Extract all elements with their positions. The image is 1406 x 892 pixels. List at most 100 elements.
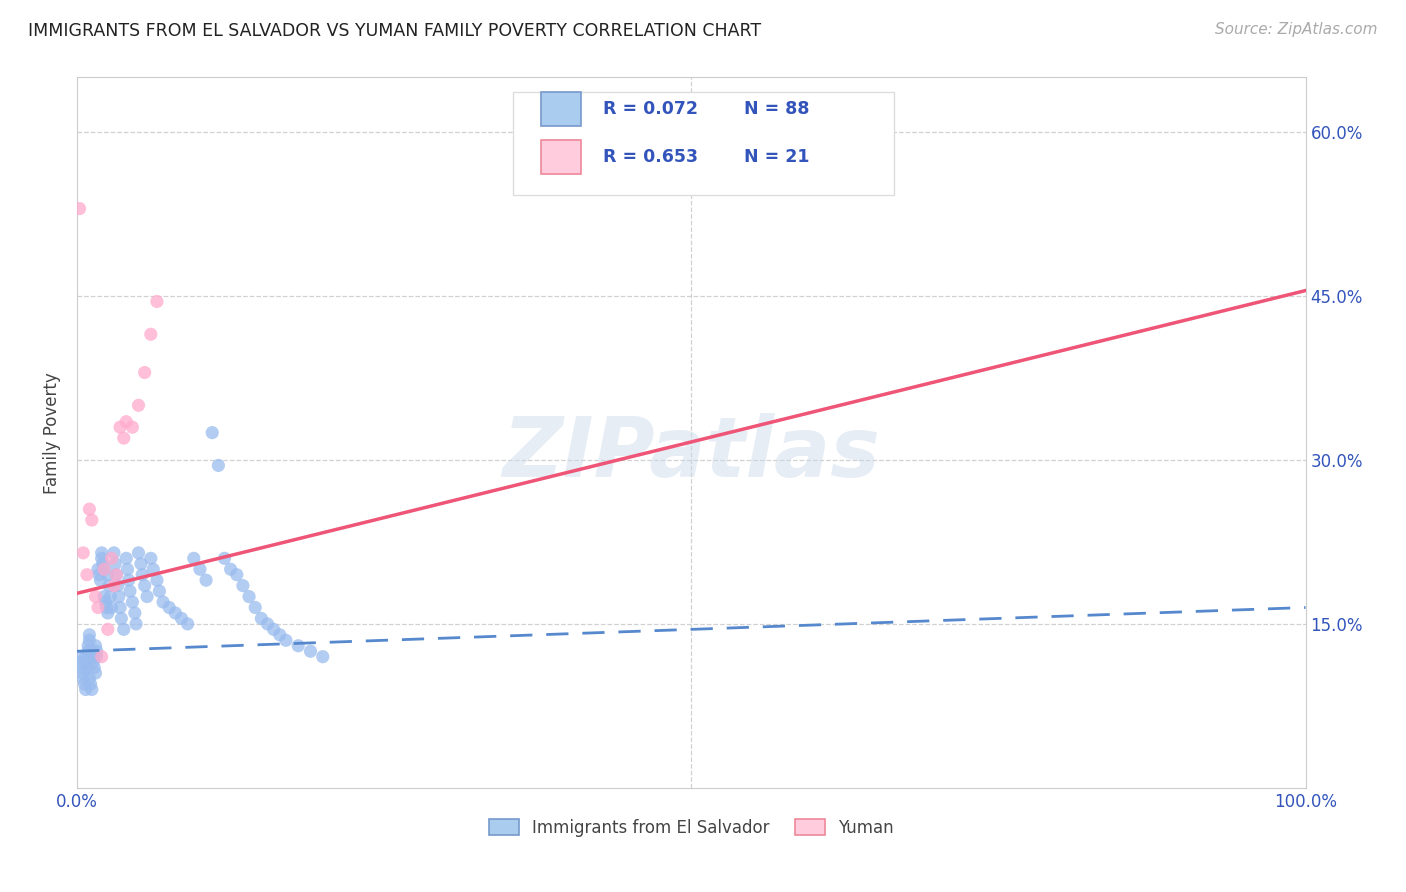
Text: N = 21: N = 21 [744, 148, 810, 166]
Point [91, 557, 114, 571]
Point [69, 655, 91, 669]
Text: R = 0.653: R = 0.653 [603, 148, 697, 166]
Point [118, 584, 141, 599]
Point [76, 655, 98, 669]
Point [80, 513, 103, 527]
Point [256, 616, 278, 631]
Point [183, 551, 205, 566]
Point [170, 611, 193, 625]
Point [72, 666, 94, 681]
Point [93, 590, 115, 604]
Point [112, 431, 135, 445]
Point [93, 562, 115, 576]
Point [139, 327, 162, 342]
Point [115, 551, 138, 566]
Point [77, 644, 100, 658]
Text: IMMIGRANTS FROM EL SALVADOR VS YUMAN FAMILY POVERTY CORRELATION CHART: IMMIGRANTS FROM EL SALVADOR VS YUMAN FAM… [28, 22, 761, 40]
Point [225, 567, 247, 582]
Point [219, 562, 242, 576]
Point [69, 202, 91, 216]
Legend: Immigrants from El Salvador, Yuman: Immigrants from El Salvador, Yuman [482, 812, 900, 844]
Point [165, 606, 187, 620]
Point [124, 606, 146, 620]
Point [84, 590, 107, 604]
Point [104, 557, 127, 571]
Point [79, 502, 101, 516]
Point [263, 623, 285, 637]
Point [80, 644, 103, 658]
Point [269, 628, 291, 642]
Point [105, 567, 128, 582]
Point [86, 644, 108, 658]
Point [69, 649, 91, 664]
Point [86, 649, 108, 664]
Point [128, 398, 150, 412]
Point [134, 579, 156, 593]
Point [152, 595, 174, 609]
Point [238, 590, 260, 604]
Point [139, 551, 162, 566]
Point [146, 573, 169, 587]
Point [146, 294, 169, 309]
Point [107, 579, 129, 593]
Point [136, 590, 159, 604]
Point [98, 590, 121, 604]
Point [157, 600, 180, 615]
Text: R = 0.072: R = 0.072 [603, 100, 697, 118]
Point [87, 600, 110, 615]
Text: N = 88: N = 88 [744, 100, 810, 118]
Point [100, 551, 122, 566]
Point [103, 579, 125, 593]
Point [75, 649, 97, 664]
Point [79, 628, 101, 642]
Point [90, 649, 112, 664]
Point [112, 623, 135, 637]
Point [287, 639, 309, 653]
Point [94, 595, 117, 609]
FancyBboxPatch shape [541, 93, 581, 126]
Point [72, 672, 94, 686]
Point [134, 366, 156, 380]
Point [110, 611, 132, 625]
Point [188, 562, 211, 576]
Point [201, 425, 224, 440]
Point [82, 655, 104, 669]
Point [125, 616, 148, 631]
Point [142, 562, 165, 576]
Point [312, 649, 335, 664]
Point [250, 611, 273, 625]
Point [129, 557, 152, 571]
Point [131, 567, 153, 582]
Point [96, 600, 118, 615]
Point [75, 682, 97, 697]
Point [73, 677, 96, 691]
Point [79, 633, 101, 648]
Point [176, 616, 198, 631]
Point [90, 551, 112, 566]
Point [79, 672, 101, 686]
Point [87, 562, 110, 576]
Point [93, 562, 115, 576]
Point [80, 682, 103, 697]
Point [90, 546, 112, 560]
Point [121, 595, 143, 609]
Point [89, 567, 111, 582]
Point [82, 649, 104, 664]
Point [98, 579, 121, 593]
Point [121, 420, 143, 434]
Point [72, 546, 94, 560]
Point [128, 546, 150, 560]
Point [117, 562, 139, 576]
Point [115, 415, 138, 429]
Point [70, 660, 93, 674]
Point [84, 666, 107, 681]
Point [105, 567, 128, 582]
Point [207, 458, 229, 473]
Point [214, 551, 236, 566]
Point [108, 590, 131, 604]
Point [77, 639, 100, 653]
Point [76, 567, 98, 582]
Point [97, 623, 120, 637]
FancyBboxPatch shape [513, 92, 894, 194]
Point [83, 660, 105, 674]
